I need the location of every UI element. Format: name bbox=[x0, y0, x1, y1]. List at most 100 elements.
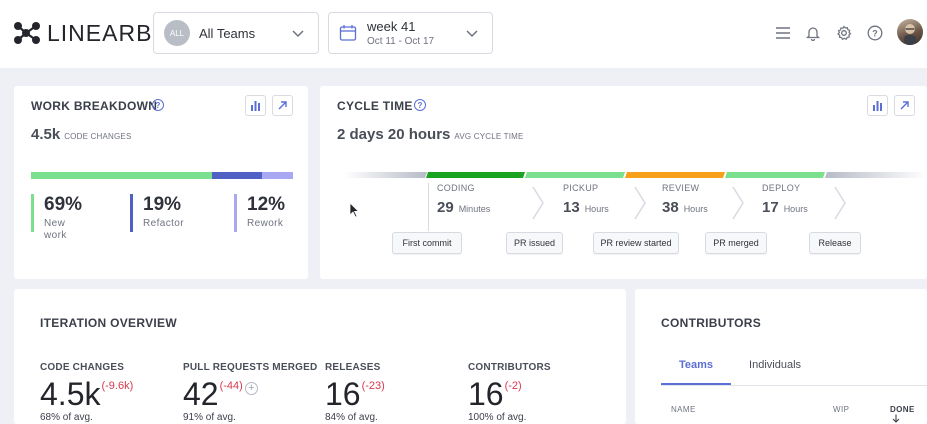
stage-review[interactable]: REVIEW 38 Hours bbox=[662, 183, 708, 216]
week-selector-dropdown[interactable]: week 41 Oct 11 - Oct 17 bbox=[328, 12, 493, 54]
iteration-overview-title: ITERATION OVERVIEW bbox=[40, 316, 177, 330]
cycle-time-label: AVG CYCLE TIME bbox=[454, 132, 524, 141]
contributors-tabs: Teams Individuals bbox=[661, 359, 819, 385]
stage-coding-value: 29 bbox=[437, 199, 454, 216]
linearb-logo-mark bbox=[12, 18, 44, 48]
bar-chart-icon[interactable] bbox=[245, 95, 266, 116]
rework-segment[interactable] bbox=[261, 172, 293, 179]
iter-pull-requests-merged[interactable]: PULL REQUESTS MERGED 42 (-44) + 91% of a… bbox=[183, 362, 317, 423]
iter-releases-delta: (-23) bbox=[361, 380, 385, 392]
code-changes-total: 4.5k CODE CHANGES bbox=[31, 126, 132, 143]
stage-review-value: 38 bbox=[662, 199, 679, 216]
chevron-right-icon bbox=[834, 186, 846, 220]
top-bar: LINEARB ALL All Teams week 41 Oct 11 - O… bbox=[0, 0, 927, 68]
mouse-cursor-icon bbox=[349, 202, 359, 218]
stage-review-name: REVIEW bbox=[662, 183, 700, 193]
team-selector-label: All Teams bbox=[199, 25, 256, 41]
iter-contributors-value: 16 bbox=[468, 376, 504, 412]
iteration-overview-card: ITERATION OVERVIEW CODE CHANGES 4.5k (-9… bbox=[14, 289, 626, 424]
brand-name: LINEARB bbox=[47, 19, 153, 46]
new-work-label: New work bbox=[44, 218, 67, 241]
stage-pickup-value: 13 bbox=[563, 199, 580, 216]
iter-prs-value: 42 bbox=[183, 376, 219, 412]
stage-pickup-unit: Hours bbox=[584, 204, 609, 214]
help-icon[interactable]: ? bbox=[866, 24, 884, 42]
iter-prs-avg: 91% of avg. bbox=[183, 412, 236, 423]
new-work-segment[interactable] bbox=[31, 172, 212, 179]
column-header-name[interactable]: NAME bbox=[671, 405, 696, 414]
tab-individuals[interactable]: Individuals bbox=[749, 359, 802, 371]
event-first-commit[interactable]: First commit bbox=[392, 232, 462, 254]
refactor-label: Refactor bbox=[143, 218, 184, 229]
pickup-segment[interactable] bbox=[525, 172, 625, 178]
tabs-divider bbox=[661, 385, 927, 386]
refactor-segment[interactable] bbox=[211, 172, 262, 179]
chevron-down-icon bbox=[466, 30, 478, 38]
iter-contributors[interactable]: CONTRIBUTORS 16 (-2) 100% of avg. bbox=[468, 362, 551, 423]
column-header-wip[interactable]: WIP bbox=[833, 405, 850, 414]
code-changes-label: CODE CHANGES bbox=[64, 132, 132, 141]
iter-code-changes[interactable]: CODE CHANGES 4.5k (-9.6k) 68% of avg. bbox=[40, 362, 133, 423]
gear-icon[interactable] bbox=[835, 24, 853, 42]
expand-arrow-icon[interactable] bbox=[894, 95, 915, 116]
column-header-done[interactable]: DONE bbox=[890, 405, 927, 424]
review-segment[interactable] bbox=[625, 172, 725, 178]
week-title: week 41 bbox=[367, 19, 416, 34]
iter-contributors-delta: (-2) bbox=[504, 380, 522, 392]
stage-review-unit: Hours bbox=[683, 204, 708, 214]
help-icon[interactable]: ? bbox=[152, 99, 164, 111]
stage-coding-name: CODING bbox=[437, 183, 475, 193]
event-pr-issued[interactable]: PR issued bbox=[506, 232, 563, 254]
column-header-done-label: DONE bbox=[890, 405, 915, 414]
refactor-stat: 19% Refactor bbox=[130, 194, 184, 232]
iter-releases-avg: 84% of avg. bbox=[325, 412, 378, 423]
help-icon[interactable]: ? bbox=[414, 99, 426, 111]
code-changes-value: 4.5k bbox=[31, 126, 61, 143]
team-selector-dropdown[interactable]: ALL All Teams bbox=[153, 12, 319, 54]
iter-code-changes-label: CODE CHANGES bbox=[40, 362, 125, 373]
event-pr-review-started[interactable]: PR review started bbox=[593, 232, 679, 254]
week-range: Oct 11 - Oct 17 bbox=[367, 36, 435, 47]
cycle-time-total: 2 days 20 hours AVG CYCLE TIME bbox=[337, 126, 524, 143]
new-work-percent: 69% bbox=[44, 194, 83, 215]
tab-teams[interactable]: Teams bbox=[661, 359, 732, 385]
contributors-card: CONTRIBUTORS Teams Individuals NAME WIP … bbox=[635, 289, 927, 424]
chevron-down-icon bbox=[292, 30, 304, 38]
expand-arrow-icon[interactable] bbox=[272, 95, 293, 116]
coding-segment[interactable] bbox=[426, 172, 525, 178]
stage-deploy-unit: Hours bbox=[783, 204, 808, 214]
new-work-stat: 69% New work bbox=[31, 194, 83, 241]
iter-prs-label: PULL REQUESTS MERGED bbox=[183, 362, 318, 373]
pre-coding-segment bbox=[344, 172, 427, 178]
cycle-time-title: CYCLE TIME bbox=[337, 99, 413, 113]
work-breakdown-card: WORK BREAKDOWN ? 4.5k CODE CHANGES 69% N… bbox=[14, 86, 308, 279]
iter-contributors-label: CONTRIBUTORS bbox=[468, 362, 551, 373]
iter-releases[interactable]: RELEASES 16 (-23) 84% of avg. bbox=[325, 362, 385, 423]
stage-deploy[interactable]: DEPLOY 17 Hours bbox=[762, 183, 808, 216]
deploy-segment[interactable] bbox=[725, 172, 825, 178]
stage-deploy-value: 17 bbox=[762, 199, 779, 216]
iter-contributors-avg: 100% of avg. bbox=[468, 412, 527, 423]
chevron-right-icon bbox=[532, 186, 544, 220]
iter-releases-label: RELEASES bbox=[325, 362, 381, 373]
stage-coding[interactable]: CODING 29 Minutes bbox=[437, 183, 490, 216]
rework-percent: 12% bbox=[247, 194, 286, 215]
iter-code-changes-delta: (-9.6k) bbox=[101, 380, 134, 392]
iter-code-changes-avg: 68% of avg. bbox=[40, 412, 93, 423]
event-pr-merged[interactable]: PR merged bbox=[705, 232, 767, 254]
add-circle-icon[interactable]: + bbox=[244, 382, 258, 395]
iter-releases-value: 16 bbox=[325, 376, 361, 412]
sort-down-icon bbox=[892, 414, 900, 423]
refactor-percent: 19% bbox=[143, 194, 182, 215]
bar-chart-icon[interactable] bbox=[867, 95, 888, 116]
iter-code-changes-value: 4.5k bbox=[40, 376, 101, 412]
work-breakdown-bar bbox=[31, 172, 293, 179]
cycle-time-card: CYCLE TIME ? 2 days 20 hours AVG CYCLE T… bbox=[320, 86, 927, 279]
bell-icon[interactable] bbox=[804, 24, 822, 42]
brand-logo[interactable]: LINEARB bbox=[12, 18, 152, 48]
event-release[interactable]: Release bbox=[809, 232, 861, 254]
menu-icon[interactable] bbox=[774, 24, 792, 42]
user-avatar[interactable] bbox=[897, 19, 923, 45]
stage-coding-unit: Minutes bbox=[458, 204, 491, 214]
stage-pickup[interactable]: PICKUP 13 Hours bbox=[563, 183, 609, 216]
